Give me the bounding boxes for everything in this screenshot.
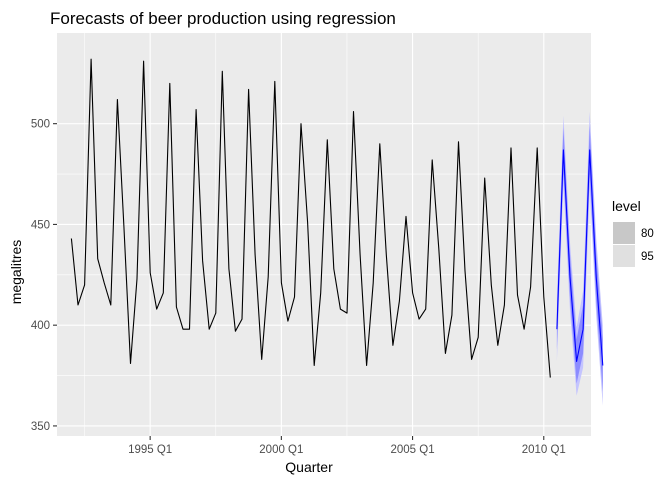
y-axis-title: megalitres: [8, 240, 24, 305]
x-axis: 1995 Q1 2000 Q1 2005 Q1 2010 Q1: [128, 436, 566, 456]
legend-title: level: [612, 198, 641, 214]
forecast-line: [556, 149, 604, 366]
y-tick-label: 350: [31, 421, 50, 433]
y-axis: 350 400 450 500: [31, 119, 57, 433]
legend-key: [613, 245, 635, 267]
x-axis-title: Quarter: [285, 459, 333, 475]
x-tick-label: 2005 Q1: [391, 444, 435, 456]
plot-panel: [57, 33, 591, 436]
x-tick-label: 2000 Q1: [259, 444, 303, 456]
history-line: [70, 58, 551, 378]
legend-label: 80: [641, 228, 654, 240]
minor-gridlines: [57, 33, 591, 436]
y-tick-label: 400: [31, 320, 50, 332]
x-tick-label: 1995 Q1: [128, 444, 172, 456]
x-tick-label: 2010 Q1: [522, 444, 566, 456]
legend: level 80 95: [612, 198, 654, 267]
legend-label: 95: [641, 251, 654, 263]
y-tick-label: 450: [31, 219, 50, 231]
series-lines: [70, 58, 604, 378]
chart-title: Forecasts of beer production using regre…: [50, 9, 396, 28]
legend-key: [613, 222, 635, 244]
y-tick-label: 500: [31, 119, 50, 131]
